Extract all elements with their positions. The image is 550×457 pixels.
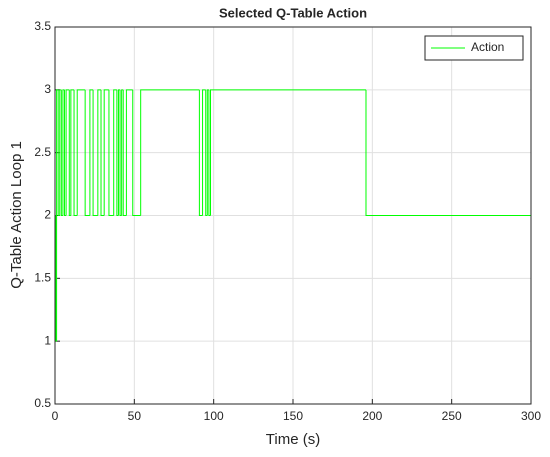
y-tick-label: 1 — [44, 333, 51, 347]
y-tick-label: 0.5 — [34, 396, 51, 410]
y-axis-label: Q-Table Action Loop 1 — [8, 141, 25, 289]
step — [60, 89, 63, 216]
step — [198, 89, 203, 216]
step — [108, 89, 114, 216]
step — [100, 89, 105, 216]
y-tick-label: 2 — [44, 208, 51, 222]
step — [113, 89, 117, 216]
step — [103, 89, 109, 216]
x-tick-label: 0 — [52, 409, 59, 423]
step — [56, 89, 59, 342]
legend-label: Action — [471, 40, 504, 54]
step — [205, 89, 208, 216]
y-tick-label: 2.5 — [34, 145, 51, 159]
step — [365, 89, 531, 216]
chart-title: Selected Q-Table Action — [219, 5, 367, 20]
step — [116, 89, 119, 216]
step — [73, 89, 78, 216]
x-tick-label: 50 — [128, 409, 142, 423]
step — [206, 89, 209, 216]
step — [132, 89, 141, 216]
step — [57, 89, 60, 216]
y-tick-label: 1.5 — [34, 271, 51, 285]
step — [84, 89, 90, 216]
step — [97, 89, 102, 216]
axes-box — [54, 26, 532, 405]
step — [76, 89, 86, 216]
step — [68, 89, 71, 216]
step — [140, 89, 200, 216]
step — [59, 89, 62, 216]
y-tick-label: 3 — [44, 82, 51, 96]
x-tick-label: 250 — [442, 409, 462, 423]
y-tick-label: 3.5 — [34, 19, 51, 33]
x-tick-label: 300 — [521, 409, 541, 423]
step — [62, 89, 65, 216]
step — [119, 89, 122, 216]
step — [209, 89, 366, 216]
step — [202, 89, 206, 216]
step — [64, 89, 67, 216]
step — [65, 89, 70, 216]
x-axis-label: Time (s) — [266, 431, 320, 448]
step — [92, 89, 98, 216]
x-tick-label: 200 — [362, 409, 382, 423]
step — [89, 89, 94, 216]
step — [55, 215, 57, 342]
step — [208, 89, 211, 216]
x-tick-label: 150 — [283, 409, 303, 423]
step — [125, 89, 133, 216]
series-line — [55, 89, 531, 342]
step — [117, 89, 121, 216]
step — [70, 89, 75, 216]
step — [122, 89, 127, 216]
step — [121, 89, 124, 216]
x-tick-label: 100 — [204, 409, 224, 423]
